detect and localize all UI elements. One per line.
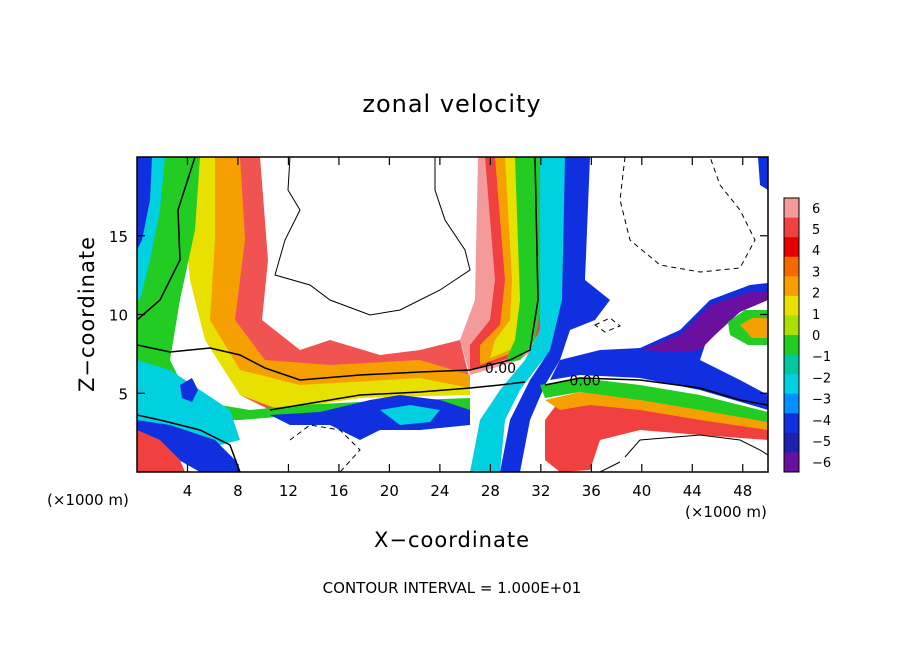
colorbar-label: −1 — [812, 350, 831, 365]
contour-label: 0.00 — [485, 361, 516, 377]
band-right-purple — [640, 292, 768, 352]
x-axis-label: X−coordinate — [374, 528, 530, 552]
x-tick-label: 8 — [233, 482, 243, 500]
x-tick-label: 20 — [380, 482, 399, 500]
contour-zero-left — [137, 157, 539, 381]
colorbar-label: −3 — [812, 393, 831, 408]
y-tick-label: 15 — [109, 228, 128, 246]
x-tick-label: 4 — [183, 482, 193, 500]
colorbar-swatch — [784, 393, 799, 414]
colorbar-swatch — [784, 217, 799, 238]
x-unit-right: (×1000 m) — [685, 503, 767, 521]
x-tick-label: 24 — [430, 482, 449, 500]
colorbar-label: 1 — [812, 308, 820, 323]
band-right-edge — [758, 157, 768, 190]
y-tick-label: 10 — [109, 307, 128, 325]
band-right-red — [545, 395, 768, 472]
colorbar-swatch — [784, 432, 799, 453]
band-bottom-red — [137, 430, 185, 472]
colorbar-label: −2 — [812, 371, 831, 386]
contour-interval-footnote: CONTOUR INTERVAL = 1.000E+01 — [323, 579, 582, 597]
colorbar-label: 2 — [812, 287, 820, 302]
band-right-green — [540, 378, 768, 422]
x-ticks: 4 8 12 16 20 24 28 32 36 40 44 48 — [183, 157, 752, 500]
contour-thin — [274, 157, 768, 472]
band-right-core-orange — [740, 318, 768, 338]
chart-title: zonal velocity — [362, 90, 541, 118]
colorbar-label: 0 — [812, 329, 820, 344]
x-tick-label: 44 — [683, 482, 702, 500]
jet-cyan — [470, 157, 570, 472]
band-left-cyan — [137, 157, 240, 450]
colorbar-label: −6 — [812, 456, 831, 471]
y-axis-label: Z−coordinate — [75, 236, 99, 392]
colorbar-swatch — [784, 354, 799, 375]
patch-cyan-bottom — [380, 405, 440, 425]
colorbar-swatch — [784, 315, 799, 336]
x-tick-label: 36 — [582, 482, 601, 500]
patch-blue-bottom — [270, 395, 470, 440]
band-right-orange — [545, 392, 768, 430]
band-left-yellow — [178, 157, 470, 410]
colorbar-swatch — [784, 256, 799, 277]
contour-zero-right — [544, 377, 768, 406]
y-ticks: 5 10 15 — [109, 228, 768, 403]
colorbar-label: 4 — [812, 244, 820, 259]
colorbar-swatch — [784, 276, 799, 297]
x-tick-label: 16 — [329, 482, 348, 500]
colorbar-label: 5 — [812, 223, 820, 238]
x-tick-label: 12 — [279, 482, 298, 500]
colorbar-label: 3 — [812, 265, 820, 280]
jet-green — [505, 157, 542, 362]
contour-zero-low — [137, 381, 526, 472]
colorbar-swatch — [784, 452, 799, 473]
colorbar-swatch — [784, 335, 799, 356]
band-left-orange — [175, 157, 470, 405]
velocity-field — [137, 157, 768, 472]
x-tick-label: 40 — [632, 482, 651, 500]
colorbar: 6 5 4 3 2 1 0 −1 −2 −3 −4 −5 −6 — [783, 197, 831, 473]
colorbar-label: 6 — [812, 202, 820, 217]
colorbar-swatch — [784, 237, 799, 258]
contour-label: 0.00 — [569, 373, 600, 389]
x-tick-label: 48 — [733, 482, 752, 500]
colorbar-label: −4 — [812, 414, 831, 429]
colorbar-swatch — [784, 374, 799, 395]
contour-dashed — [289, 157, 756, 472]
colorbar-label: −5 — [812, 435, 831, 450]
x-unit-left: (×1000 m) — [47, 491, 129, 509]
colorbar-swatch — [784, 198, 799, 219]
contour-labels: 0.00 0.00 — [485, 361, 601, 390]
x-tick-label: 28 — [481, 482, 500, 500]
patch-left-blue — [180, 378, 198, 402]
colorbar-frame — [783, 197, 800, 473]
colorbar-swatch — [784, 295, 799, 316]
colorbar-swatch — [784, 413, 799, 434]
x-tick-label: 32 — [531, 482, 550, 500]
y-tick-label: 5 — [118, 385, 128, 403]
jet-blue — [500, 157, 610, 472]
